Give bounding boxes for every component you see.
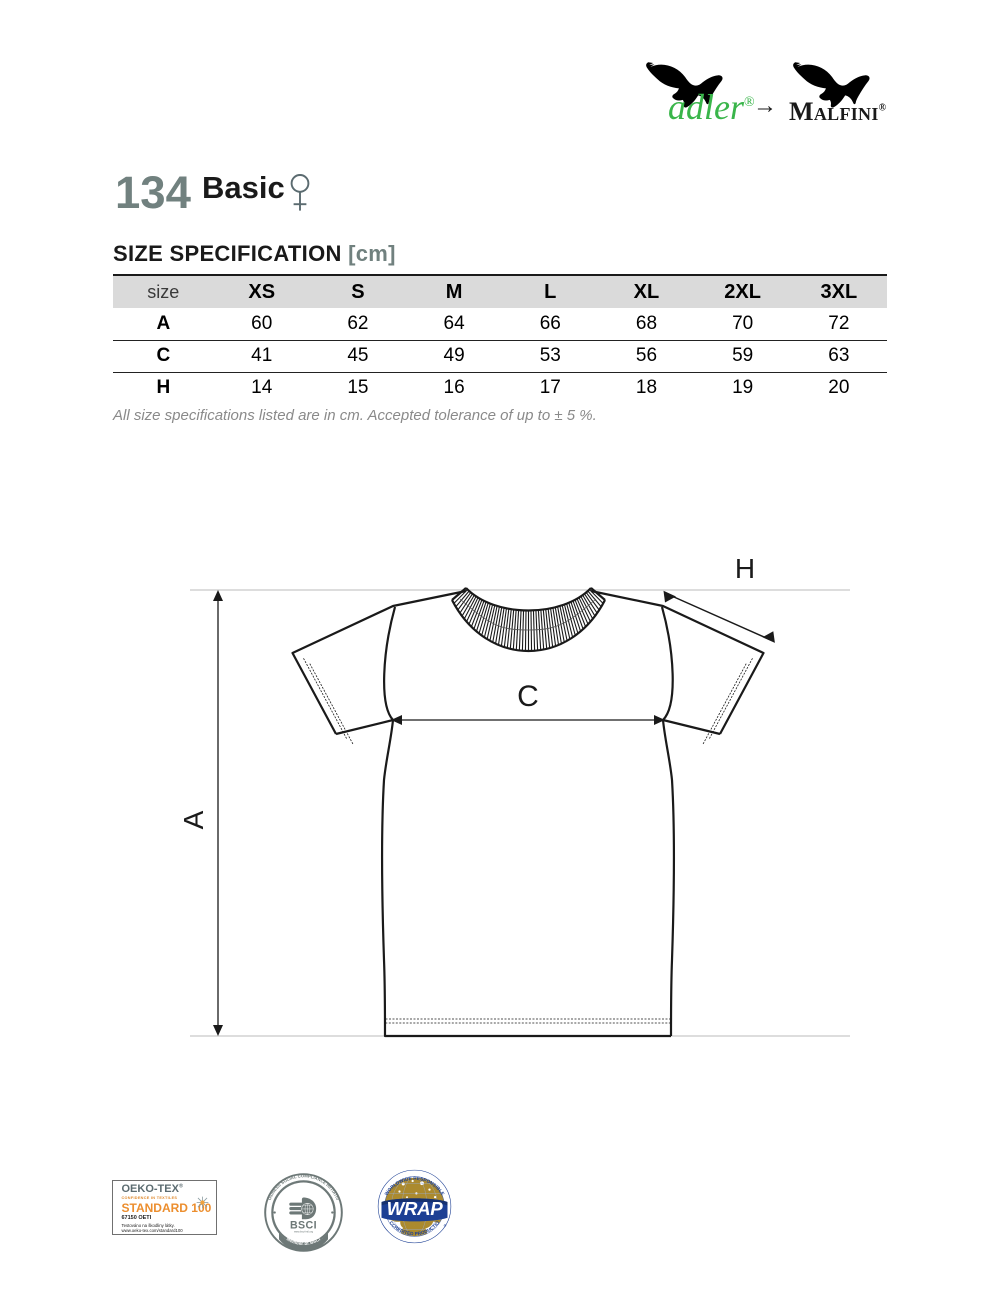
svg-text:BSCI: BSCI: [290, 1219, 317, 1231]
svg-text:H: H: [735, 553, 755, 584]
svg-text:C: C: [517, 680, 539, 713]
svg-text:WRAP: WRAP: [387, 1198, 444, 1219]
svg-text:A: A: [178, 810, 209, 829]
